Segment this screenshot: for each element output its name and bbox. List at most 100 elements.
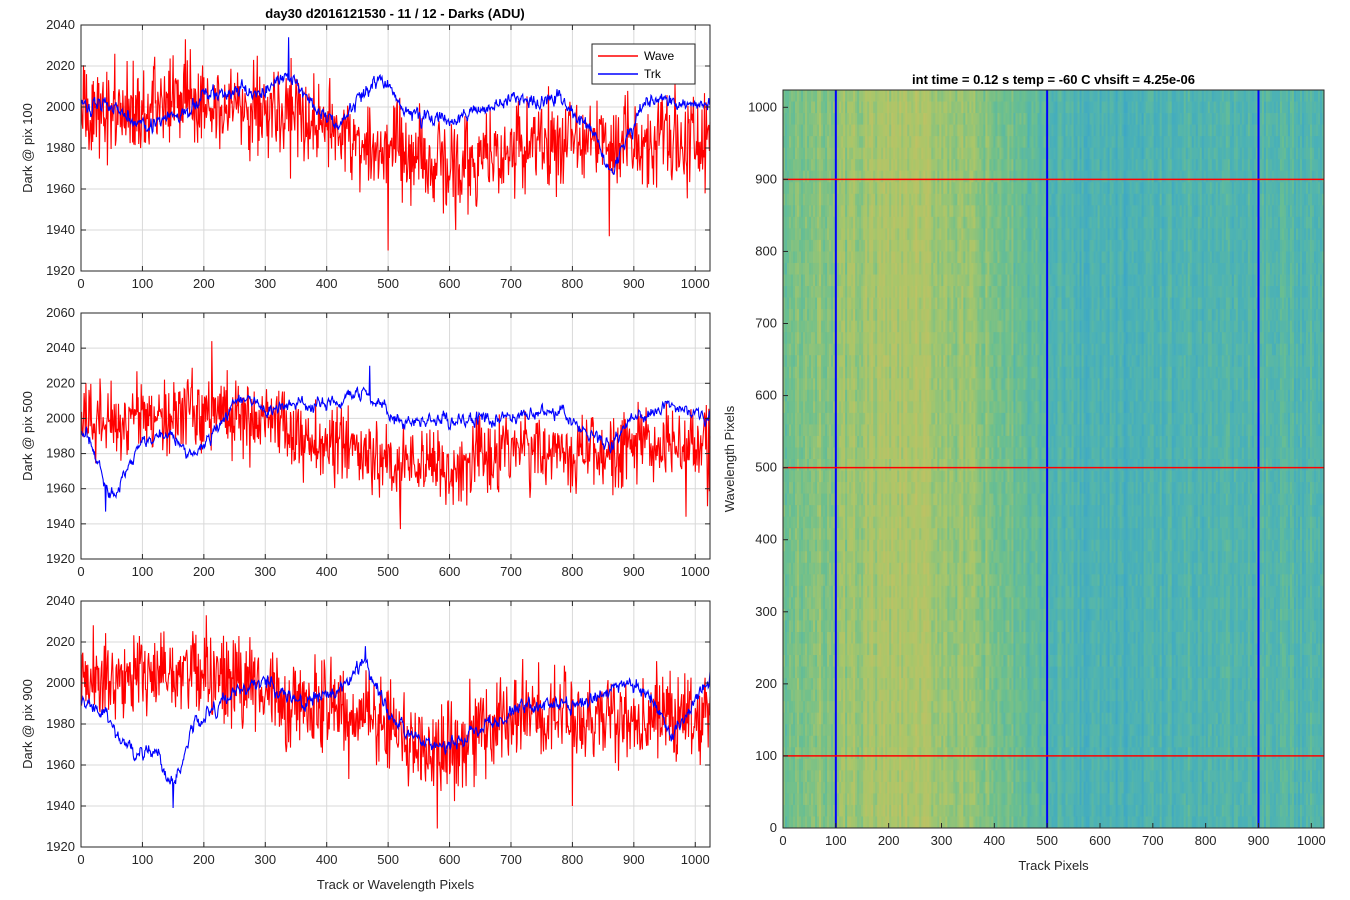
- heatmap-cell: [811, 562, 814, 575]
- heatmap-cell: [801, 574, 804, 587]
- heatmap-cell: [847, 655, 850, 667]
- heatmap-cell: [837, 631, 840, 644]
- heatmap-cell: [889, 470, 892, 483]
- heatmap-cell: [819, 113, 822, 125]
- heatmap-cell: [827, 781, 830, 794]
- heatmap-cell: [903, 666, 906, 679]
- heatmap-cell: [811, 539, 814, 552]
- heatmap-cell: [877, 804, 880, 817]
- heatmap-cell: [829, 251, 832, 264]
- heatmap-cell: [877, 193, 880, 206]
- heatmap-cell: [783, 274, 786, 287]
- heatmap-cell: [843, 816, 846, 829]
- heatmap-cell: [895, 528, 898, 541]
- heatmap-cell: [807, 113, 810, 125]
- heatmap-cell: [797, 320, 800, 333]
- heatmap-cell: [795, 747, 798, 760]
- heatmap-cell: [857, 678, 860, 691]
- heatmap-cell: [799, 136, 802, 149]
- heatmap-cell: [789, 193, 792, 206]
- heatmap-cell: [837, 712, 840, 725]
- heatmap-cell: [795, 378, 798, 391]
- heatmap-cell: [793, 147, 796, 160]
- heatmap-cell: [791, 608, 794, 621]
- heatmap-cell: [853, 147, 856, 160]
- heatmap-cell: [809, 666, 812, 679]
- heatmap-cell: [891, 216, 894, 229]
- heatmap-cell: [795, 516, 798, 529]
- heatmap-cell: [819, 459, 822, 471]
- heatmap-cell: [805, 620, 808, 633]
- heatmap-cell: [807, 689, 810, 702]
- heatmap-cell: [815, 216, 818, 229]
- heatmap-cell: [839, 482, 842, 494]
- heatmap-cell: [827, 585, 830, 598]
- heatmap-cell: [813, 608, 816, 621]
- heatmap-cell: [889, 562, 892, 575]
- heatmap-cell: [873, 424, 876, 437]
- heatmap-cell: [855, 528, 858, 541]
- heatmap-cell: [819, 689, 822, 702]
- heatmap-cell: [877, 678, 880, 691]
- y-tick-label: 2040: [46, 17, 75, 32]
- heatmap-cell: [811, 770, 814, 783]
- heatmap-cell: [783, 309, 786, 322]
- heatmap-cell: [801, 159, 804, 172]
- heatmap-cell: [855, 228, 858, 241]
- heatmap-cell: [891, 239, 894, 252]
- heatmap-cell: [811, 758, 814, 771]
- heatmap-cell: [881, 147, 884, 160]
- heatmap-cell: [841, 459, 844, 471]
- heatmap-cell: [817, 689, 820, 702]
- heatmap-cell: [871, 770, 874, 783]
- heatmap-cell: [821, 712, 824, 725]
- heatmap-cell: [853, 678, 856, 691]
- heatmap-cell: [809, 608, 812, 621]
- heatmap-cell: [895, 459, 898, 471]
- heatmap-cell: [875, 482, 878, 494]
- heatmap-cell: [853, 343, 856, 356]
- heatmap-cell: [833, 643, 836, 656]
- heatmap-cell: [819, 309, 822, 322]
- heatmap-cell: [891, 205, 894, 218]
- heatmap-cell: [829, 631, 832, 644]
- heatmap-cell: [831, 701, 834, 714]
- heatmap-cell: [819, 678, 822, 691]
- heatmap-cell: [799, 147, 802, 160]
- heatmap-cell: [785, 493, 788, 506]
- heatmap-cell: [891, 389, 894, 402]
- heatmap-cell: [823, 90, 826, 102]
- heatmap-cell: [891, 608, 894, 621]
- heatmap-cell: [907, 574, 910, 587]
- heatmap-cell: [789, 816, 792, 829]
- heatmap-cell: [841, 355, 844, 368]
- heatmap-cell: [795, 505, 798, 518]
- heatmap-cell: [787, 147, 790, 160]
- heatmap-cell: [849, 574, 852, 587]
- heatmap-cell: [883, 470, 886, 483]
- heatmap-cell: [897, 101, 900, 114]
- heatmap-cell: [889, 793, 892, 806]
- heatmap-cell: [857, 597, 860, 610]
- heatmap-cell: [841, 343, 844, 356]
- heatmap-cell: [857, 539, 860, 552]
- heatmap-cell: [785, 366, 788, 379]
- heatmap-cell: [901, 643, 904, 656]
- heatmap-cell: [869, 182, 872, 195]
- heatmap-cell: [859, 216, 862, 229]
- heatmap-cell: [785, 159, 788, 172]
- heatmap-cell: [803, 804, 806, 817]
- heatmap-cell: [801, 585, 804, 598]
- heatmap-cell: [819, 631, 822, 644]
- heatmap-cell: [859, 262, 862, 275]
- heatmap-cell: [843, 712, 846, 725]
- heatmap-cell: [783, 643, 786, 656]
- heatmap-cell: [789, 378, 792, 391]
- heatmap-cell: [815, 608, 818, 621]
- heatmap-cell: [859, 136, 862, 149]
- heatmap-cell: [785, 401, 788, 414]
- heatmap-cell: [893, 459, 896, 471]
- heatmap-cell: [865, 355, 868, 368]
- heatmap-cell: [843, 516, 846, 529]
- heatmap-cell: [871, 355, 874, 368]
